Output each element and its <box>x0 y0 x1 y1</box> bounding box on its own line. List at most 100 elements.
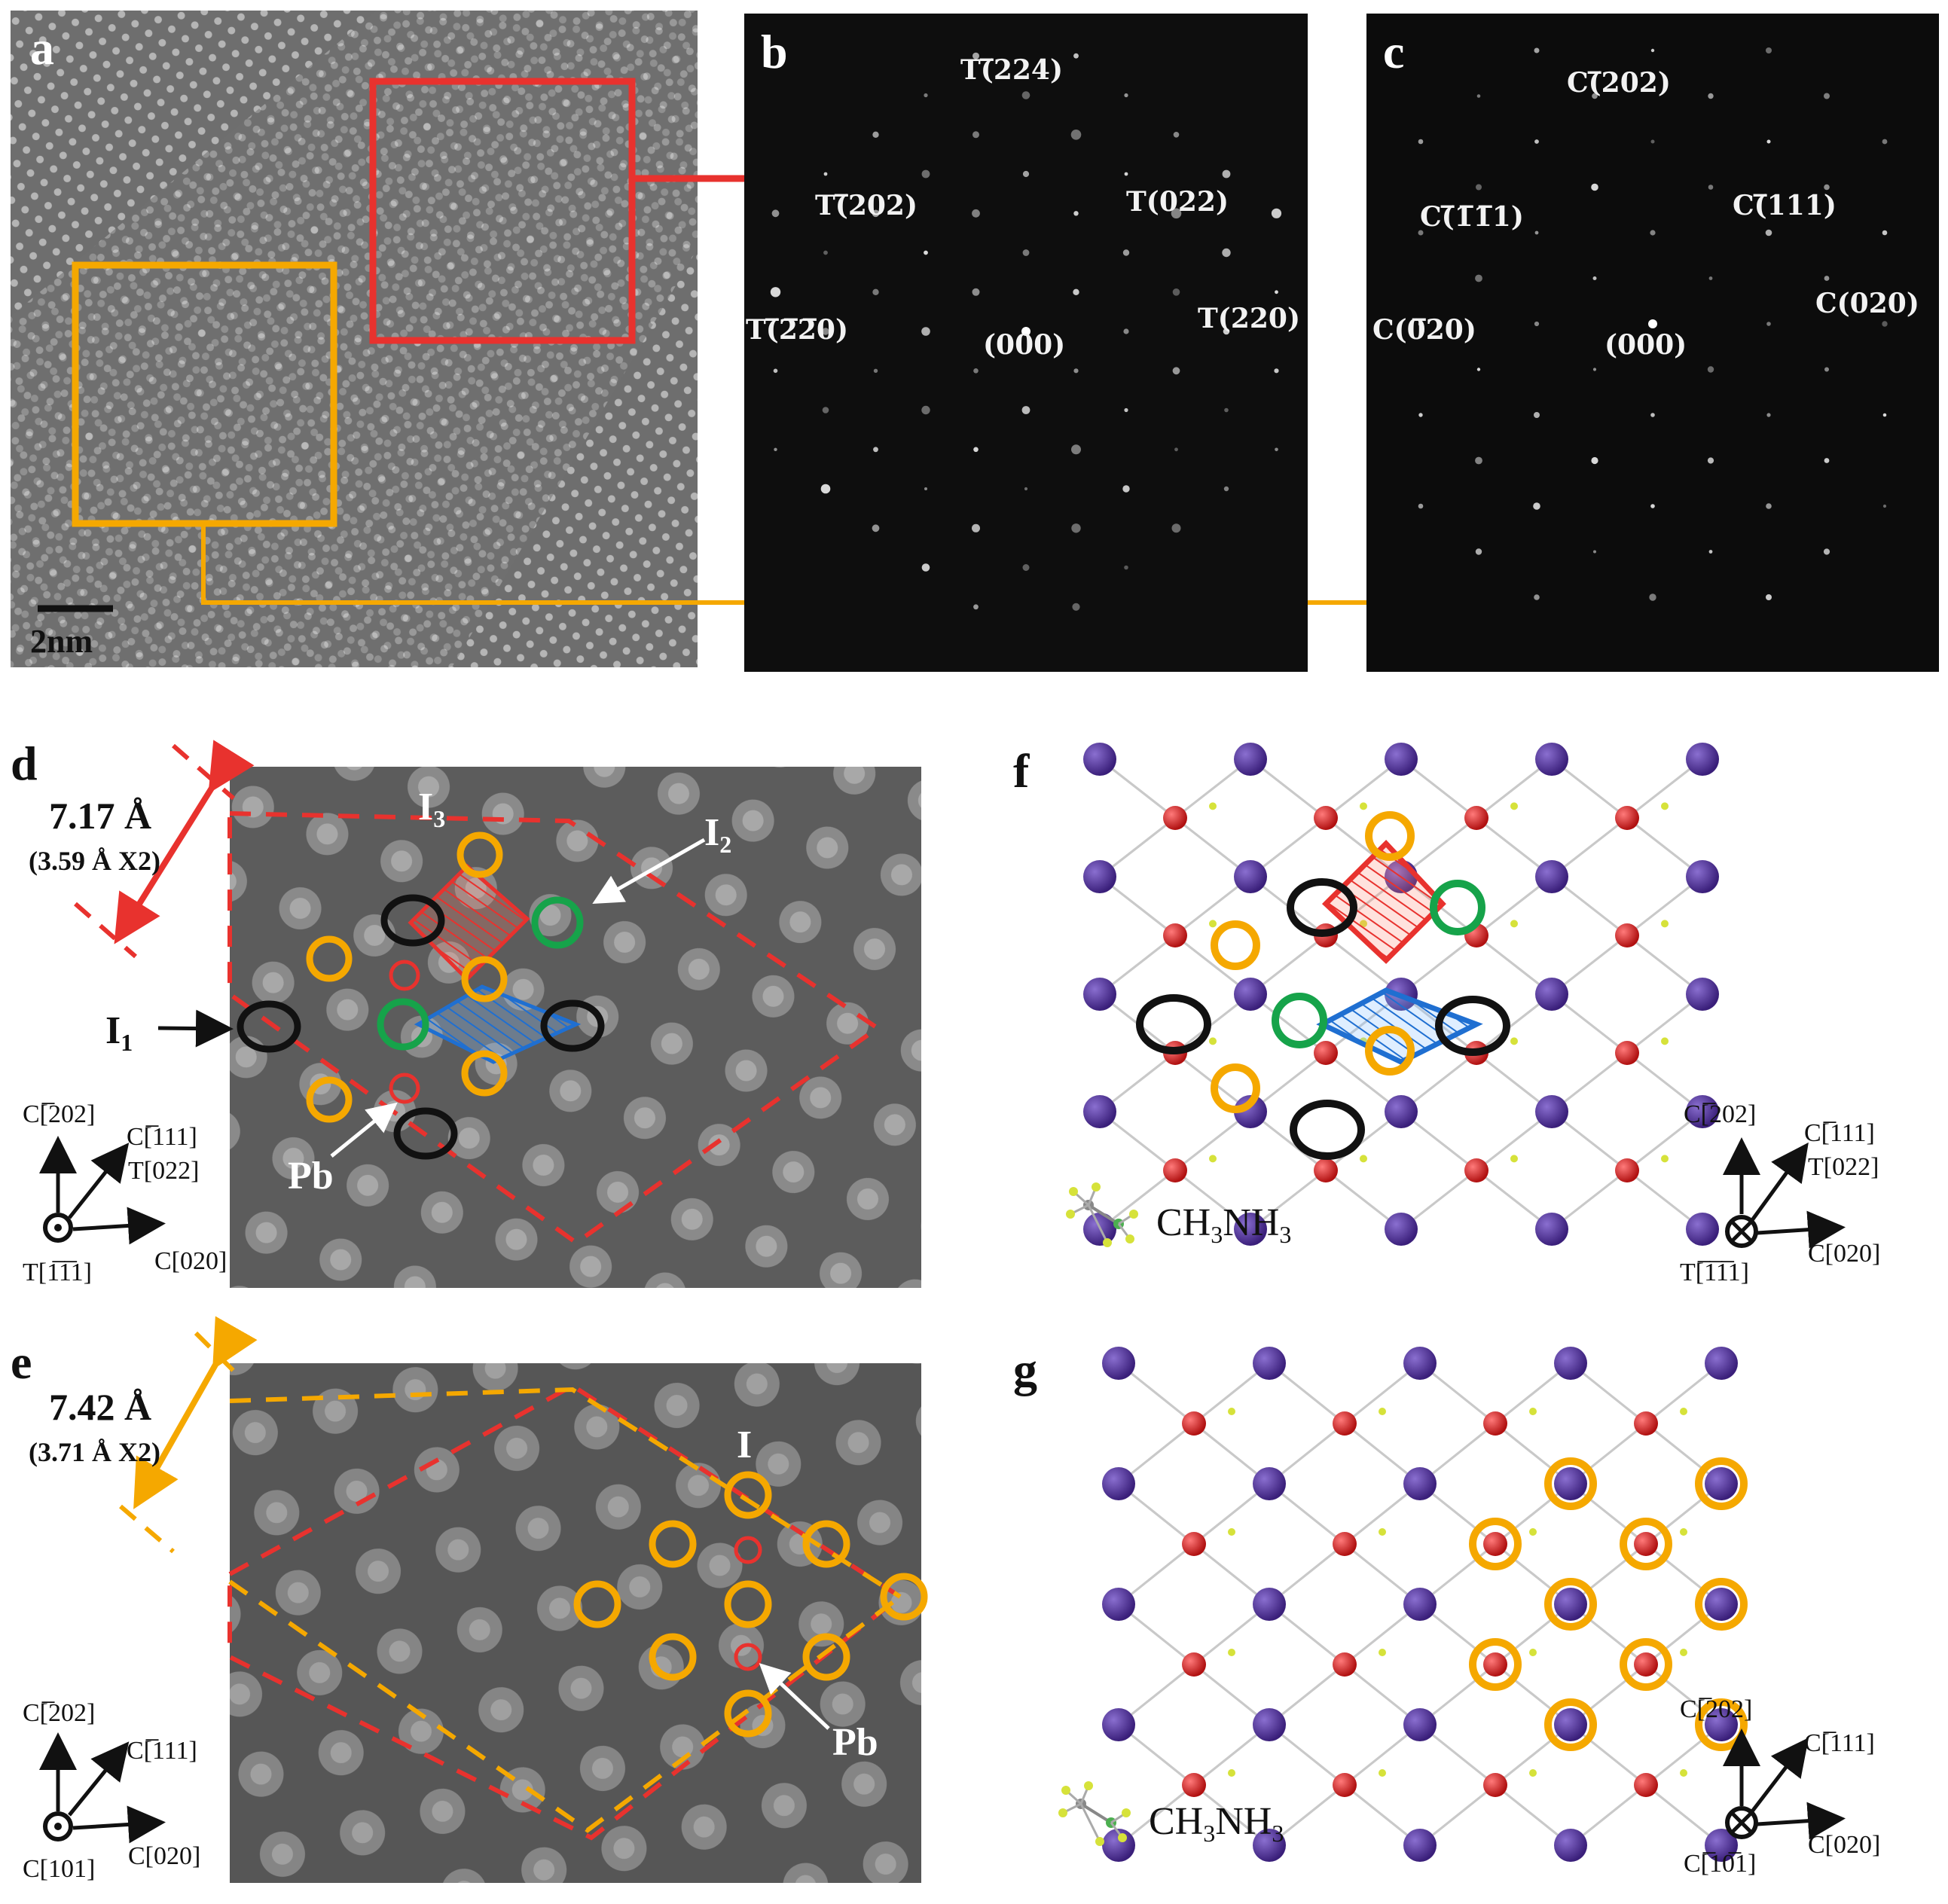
iodine-atom <box>1554 1588 1587 1621</box>
diffraction-spot <box>1476 94 1481 98</box>
diffraction-spot <box>921 563 930 572</box>
methylammonium-h <box>1529 1408 1537 1415</box>
diffraction-spot <box>820 484 831 494</box>
axis-diag1-g: C[̅111] <box>1804 1729 1875 1757</box>
lead-atom <box>1333 1773 1357 1797</box>
iodine-atom <box>1102 1829 1135 1862</box>
iodine-atom <box>1102 1708 1135 1741</box>
methylammonium-h <box>1510 1037 1518 1045</box>
diffraction-spot <box>1593 550 1596 554</box>
methylammonium-h <box>1228 1769 1235 1777</box>
axes-e: C[̅202] C[̅111] C[020] C[101] <box>23 1699 200 1883</box>
crystal-model-f <box>1083 743 1719 1246</box>
methylammonium-h <box>1680 1769 1687 1777</box>
diffraction-spot <box>1882 504 1887 508</box>
diffraction-spot <box>1824 367 1829 372</box>
diffraction-spot <box>1275 447 1278 452</box>
diffraction-spot <box>872 131 879 138</box>
axis-up-d: C[̅202] <box>23 1100 95 1128</box>
diffraction-spot <box>1824 276 1830 281</box>
diffraction-spot <box>1533 502 1540 510</box>
spot-label-c-5: C(020) <box>1815 288 1919 319</box>
diffraction-spot <box>1476 184 1482 191</box>
panel-label-b: b <box>761 25 788 78</box>
diffraction-spot <box>1073 288 1079 295</box>
diffraction-spot <box>1073 368 1079 374</box>
diffraction-spot <box>1275 290 1278 294</box>
label-I2: I2 <box>704 811 731 858</box>
diffraction-spot <box>1476 368 1481 371</box>
diffraction-spot <box>1174 447 1178 452</box>
highlight-ring <box>1544 1698 1597 1751</box>
methylammonium-h <box>1680 1408 1687 1415</box>
diffraction-spot <box>1021 91 1030 99</box>
methylammonium-h <box>1360 1155 1367 1163</box>
iodine-atom <box>1535 743 1568 776</box>
iodine-atom <box>1385 1095 1418 1128</box>
iodine-atom <box>1385 1213 1418 1246</box>
label-Pb-d: Pb <box>288 1155 334 1198</box>
diffraction-spot <box>872 524 880 532</box>
panel-c: c C(̅202) C(̅1̅1̅1) C(̅111) C(0̅20) C(02… <box>1366 14 1939 672</box>
diffraction-spot <box>1824 184 1830 191</box>
methylammonium-h <box>1209 1155 1217 1163</box>
lead-atom <box>1615 1158 1639 1182</box>
diffraction-spot <box>1022 170 1030 178</box>
diffraction-spot <box>872 209 880 218</box>
hatched-square-red-f <box>1321 839 1446 964</box>
spot-label-c-6: (000) <box>1605 329 1687 361</box>
diffraction-spot <box>1418 413 1423 417</box>
diffraction-spots-b <box>770 52 1282 611</box>
axis-out-d: T[1̅1̅1] <box>23 1259 92 1286</box>
hrtem-image-d <box>230 767 921 1288</box>
diffraction-spot <box>1765 229 1772 236</box>
diffraction-spot <box>1534 230 1539 235</box>
iodine-atom <box>1403 1588 1437 1621</box>
label-I-e: I <box>737 1423 752 1466</box>
diffraction-spot <box>1534 321 1540 327</box>
diffraction-spot <box>1592 276 1597 280</box>
axis-in-g: C[̅10̅1] <box>1684 1850 1756 1878</box>
diffraction-spot <box>1073 53 1079 59</box>
diffraction-spot <box>1173 132 1180 138</box>
diffraction-spot <box>1766 139 1771 144</box>
iodine-atom <box>1554 1347 1587 1380</box>
iodine-atom <box>1554 1829 1587 1862</box>
iodine-atom <box>1554 1467 1587 1500</box>
label-I1: I1 <box>105 1009 133 1056</box>
diffraction-spot <box>1418 321 1424 327</box>
methylammonium-h <box>1360 802 1367 810</box>
diffraction-spot <box>972 52 979 60</box>
diffraction-spot <box>1592 368 1597 371</box>
distance-e: 7.42 Å <box>49 1386 151 1428</box>
iodine-atom <box>1253 1708 1286 1741</box>
methylammonium-h <box>1209 920 1217 928</box>
diffraction-spot <box>1223 328 1230 335</box>
diffraction-spot <box>773 368 778 374</box>
lead-atom <box>1182 1532 1206 1556</box>
lead-atom <box>1314 1158 1338 1182</box>
diffraction-spot <box>973 604 979 610</box>
label-I3: I3 <box>418 786 445 832</box>
diffraction-spot <box>1122 485 1130 493</box>
axis-right-e: C[020] <box>128 1842 200 1870</box>
diffraction-spot <box>822 407 829 413</box>
highlight-ring <box>1544 1457 1597 1510</box>
diffraction-spot <box>1766 594 1772 600</box>
diffraction-spot <box>1882 321 1888 327</box>
diffraction-spot <box>1708 276 1713 280</box>
iodine-atom <box>1535 1213 1568 1246</box>
diffraction-spot <box>972 288 980 296</box>
iodine-atom <box>1705 1588 1738 1621</box>
diffraction-spot <box>1073 211 1079 216</box>
lead-atom <box>1634 1773 1658 1797</box>
diffraction-spot <box>1124 565 1128 570</box>
iodine-atom <box>1253 1829 1286 1862</box>
diffraction-spot <box>1534 412 1540 418</box>
axis-right-f: C[020] <box>1808 1240 1880 1268</box>
diffraction-spot <box>1022 564 1030 571</box>
panel-f: f CH3NH3 C[̅202] C[̅111 <box>1013 743 1880 1286</box>
highlight-ring <box>1469 1518 1522 1570</box>
diffraction-spot <box>1418 139 1424 145</box>
